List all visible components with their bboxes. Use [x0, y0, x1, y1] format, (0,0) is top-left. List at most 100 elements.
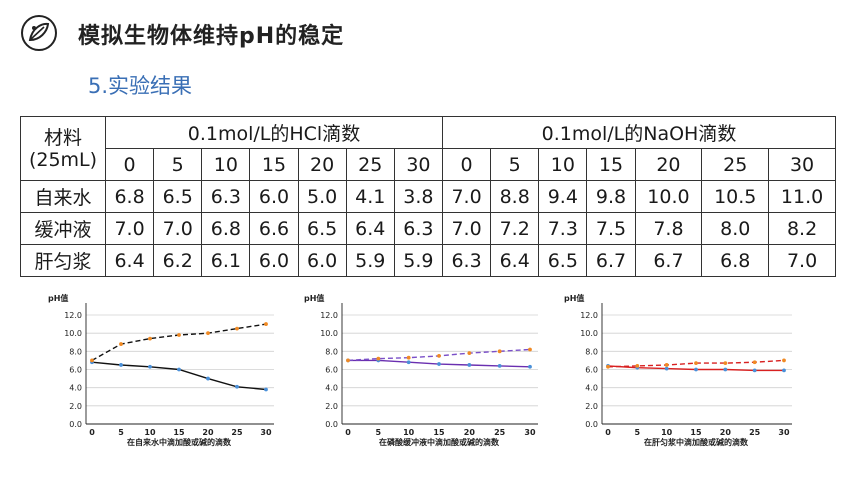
ph-cell: 6.2 [153, 244, 203, 277]
data-point [528, 364, 532, 369]
ph-cell: 6.0 [249, 244, 299, 277]
y-tick-label: 8.0 [585, 347, 598, 356]
page-title: 模拟生物体维持pH的稳定 [78, 24, 345, 49]
table-row: 自来水 6.8 6.5 6.3 6.0 5.0 4.1 3.8 7.0 8.8 … [20, 180, 836, 213]
tap-water-chart: 0.0 2.0 4.0 6.0 8.0 10.0 12.0 0 5 10 15 20 25 30 pH值 在自… [46, 290, 286, 455]
data-point [723, 367, 728, 372]
table-header-row: 材料 (25mL) 0.1mol/L的HCl滴数 0.1mol/L的NaOH滴数 [20, 116, 837, 181]
x-tick-label: 5 [376, 428, 382, 437]
data-point [467, 363, 472, 367]
y-axis-label: pH值 [564, 293, 584, 303]
ph-cell: 6.8 [701, 244, 770, 277]
x-tick-label: 0 [605, 428, 611, 437]
data-point [90, 358, 94, 363]
drop-count: 5 [490, 148, 540, 181]
data-point [376, 356, 381, 361]
liver-chart-svg: 0.0 2.0 4.0 6.0 8.0 10.0 12.0 0 5 10 15 20 25 30 pH值在肝… [564, 293, 792, 447]
data-point [264, 322, 268, 326]
data-point [437, 353, 441, 358]
ph-cell: 8.2 [768, 212, 836, 245]
data-point [235, 326, 239, 331]
ph-cell: 6.5 [153, 180, 203, 213]
ph-cell: 6.0 [249, 180, 299, 213]
y-tick-label: 0.0 [325, 420, 338, 429]
data-point [467, 351, 472, 356]
tap-water-chart-svg: 0.0 2.0 4.0 6.0 8.0 10.0 12.0 0 5 10 15 20 25 30 pH值在自… [48, 293, 274, 447]
data-point [606, 364, 610, 369]
series-line [91, 361, 267, 391]
ph-cell: 10.5 [701, 180, 770, 213]
y-tick-label: 10.0 [580, 329, 598, 338]
ph-cell: 5.9 [345, 244, 395, 277]
ph-cell: 6.6 [249, 212, 299, 245]
results-table: 材料 (25mL) 0.1mol/L的HCl滴数 0.1mol/L的NaOH滴数… [20, 116, 837, 277]
ph-cell: 8.8 [490, 180, 540, 213]
ph-cell: 6.3 [201, 180, 251, 213]
data-point [235, 384, 239, 389]
ph-cell: 6.4 [490, 244, 540, 277]
drop-count: 10 [538, 148, 588, 181]
ph-cell: 6.5 [538, 244, 588, 277]
x-tick-label: 30 [524, 428, 536, 437]
y-tick-label: 4.0 [325, 384, 338, 393]
drop-count: 20 [634, 148, 703, 181]
ph-cell: 5.9 [393, 244, 443, 277]
drop-count: 30 [393, 148, 443, 181]
ph-cell: 6.8 [201, 212, 251, 245]
y-tick-label: 4.0 [585, 384, 598, 393]
ph-cell: 3.8 [393, 180, 443, 213]
y-tick-label: 12.0 [580, 311, 598, 320]
data-point [406, 355, 411, 360]
data-point [664, 366, 669, 371]
ph-cell: 9.4 [538, 180, 588, 213]
row-label: 肝匀浆 [20, 244, 106, 277]
material-header-cell: 材料 (25mL) [20, 116, 106, 181]
x-tick-label: 10 [144, 428, 156, 437]
data-point [177, 333, 181, 337]
data-point [664, 363, 669, 367]
data-point [177, 367, 181, 372]
liver-chart: 0.0 2.0 4.0 6.0 8.0 10.0 12.0 0 5 10 15 20 25 30 pH值 在肝… [562, 290, 812, 455]
x-tick-label: 20 [464, 428, 476, 437]
x-axis-label: 在自来水中滴加酸或碱的滴数 [127, 437, 232, 447]
data-point [346, 358, 350, 363]
x-tick-label: 30 [260, 428, 272, 437]
x-tick-label: 25 [749, 428, 761, 437]
y-tick-label: 4.0 [69, 384, 82, 393]
x-tick-label: 20 [202, 428, 214, 437]
ph-cell: 6.3 [393, 212, 443, 245]
ph-cell: 11.0 [768, 180, 836, 213]
y-tick-label: 12.0 [320, 311, 338, 320]
drop-count: 30 [768, 148, 836, 181]
section-subtitle: 5.实验结果 [88, 74, 193, 98]
row-label: 自来水 [20, 180, 106, 213]
y-tick-label: 8.0 [69, 347, 82, 356]
leaf-logo-icon [21, 15, 57, 51]
data-point [752, 360, 757, 365]
x-tick-label: 15 [173, 428, 185, 437]
ph-cell: 6.5 [297, 212, 347, 245]
data-point [148, 336, 152, 341]
x-tick-label: 0 [89, 428, 95, 437]
x-tick-label: 10 [403, 428, 415, 437]
ph-cell: 7.0 [441, 180, 492, 213]
ph-cell: 6.3 [441, 244, 492, 277]
data-point [694, 367, 698, 372]
data-point [694, 361, 698, 366]
buffer-chart-svg: 0.0 2.0 4.0 6.0 8.0 10.0 12.0 0 5 10 15 20 25 30 pH值在磷… [304, 293, 538, 447]
ph-cell: 6.1 [201, 244, 251, 277]
data-point [264, 387, 268, 392]
material-label: 材料 [43, 126, 82, 149]
y-tick-label: 6.0 [325, 366, 338, 375]
x-tick-label: 20 [720, 428, 732, 437]
data-point [437, 362, 441, 366]
y-tick-label: 12.0 [64, 311, 82, 320]
hcl-header-cell: 0.1mol/L的HCl滴数 [105, 116, 443, 149]
y-tick-label: 2.0 [325, 402, 338, 411]
y-tick-label: 6.0 [585, 366, 598, 375]
ph-cell: 5.0 [297, 180, 347, 213]
data-point [497, 363, 502, 368]
data-point [119, 363, 123, 367]
x-tick-label: 15 [690, 428, 702, 437]
data-point [782, 368, 786, 373]
